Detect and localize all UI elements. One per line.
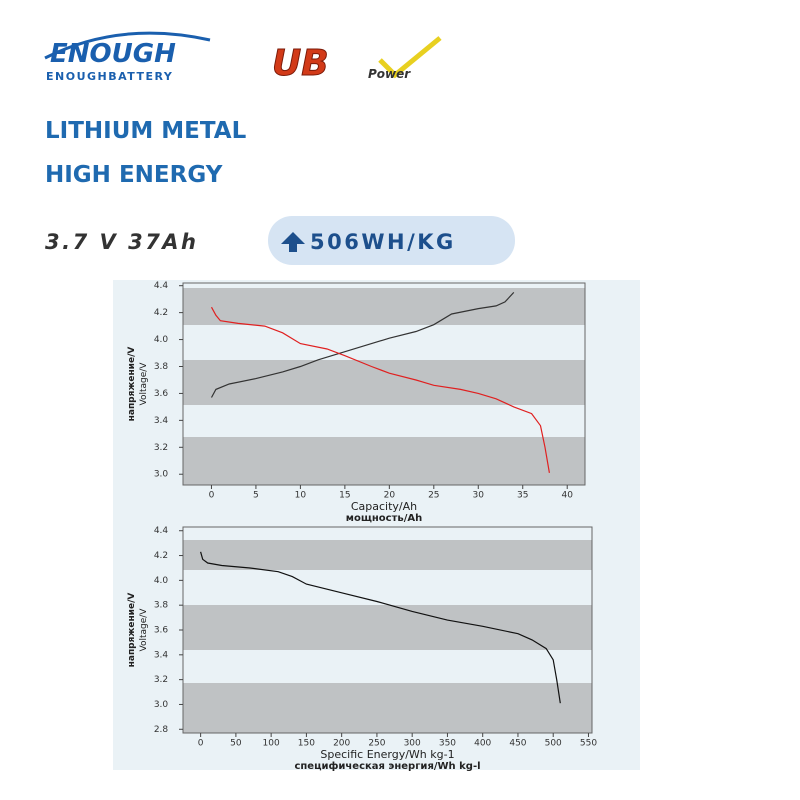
x-tick-label: 0 <box>209 491 215 501</box>
y-tick-label: 4.4 <box>154 526 169 536</box>
logo-sub: ENOUGHBATTERY <box>46 70 173 83</box>
x-tick-label: 350 <box>439 739 456 749</box>
badge-text: 506WH/KG <box>310 230 456 254</box>
x-tick-label: 40 <box>561 491 573 501</box>
plot-stripes <box>183 288 592 733</box>
y-tick-label: 4.0 <box>154 576 169 586</box>
x-tick-label: 450 <box>509 739 526 749</box>
logo-swoosh <box>44 31 211 60</box>
x-axis-label: Capacity/Ah <box>351 500 417 513</box>
y-tick-label: 3.6 <box>154 389 169 399</box>
data-line <box>210 291 515 398</box>
y-tick-label: 3.4 <box>154 650 169 660</box>
x-axis-label: мощность/Ah <box>346 513 422 524</box>
badge <box>268 216 515 265</box>
y-axis-label: Voltage/V <box>139 608 149 652</box>
x-tick-label: 30 <box>473 491 485 501</box>
x-tick-label: 0 <box>198 739 204 749</box>
x-tick-label: 20 <box>384 491 396 501</box>
y-tick-label: 3.6 <box>154 626 169 636</box>
x-tick-label: 200 <box>333 739 350 749</box>
x-axis-label: специфическая энергия/Wh kg-l <box>294 760 480 772</box>
y-tick-label: 3.2 <box>154 443 168 453</box>
plot-frame <box>182 282 586 486</box>
x-tick-label: 25 <box>428 491 439 501</box>
y-tick-label: 3.8 <box>154 601 169 611</box>
title: HIGH ENERGY <box>45 162 223 188</box>
y-tick-label: 3.2 <box>154 675 168 685</box>
data-line <box>200 551 561 704</box>
x-tick-label: 550 <box>580 739 597 749</box>
y-tick-label: 3.8 <box>154 362 169 372</box>
y-tick-label: 3.0 <box>154 470 169 480</box>
x-tick-label: 35 <box>517 491 528 501</box>
x-tick-label: 10 <box>295 491 307 501</box>
x-tick-label: 300 <box>404 739 421 749</box>
x-tick-label: 50 <box>230 739 242 749</box>
brand-check <box>378 36 442 79</box>
charts: 3.0 3.2 3.4 3.6 3.8 4.0 4.2 4.4 0 5 10 15 20 25 30 35 40… <box>127 281 597 772</box>
y-tick-label: 3.4 <box>154 416 169 426</box>
brand: UB <box>272 43 329 84</box>
x-tick-label: 250 <box>368 739 385 749</box>
y-tick-label: 2.8 <box>154 725 169 735</box>
y-axis-label: напряжение/V <box>127 593 137 668</box>
badge-arrow <box>281 232 305 252</box>
y-axis-label: напряжение/V <box>127 347 137 422</box>
x-axis-label: Specific Energy/Wh kg-1 <box>320 748 454 761</box>
logo: ENOUGH <box>50 39 176 69</box>
x-tick-label: 500 <box>545 739 562 749</box>
x-tick-label: 150 <box>298 739 315 749</box>
y-tick-label: 4.2 <box>154 551 168 561</box>
x-tick-label: 15 <box>339 491 350 501</box>
x-tick-label: 400 <box>474 739 491 749</box>
y-tick-label: 4.0 <box>154 335 169 345</box>
spec: 3.7 V 37Ah <box>45 230 199 254</box>
x-tick-label: 5 <box>253 491 259 501</box>
y-axis-label: Voltage/V <box>139 362 149 406</box>
y-tick-label: 4.2 <box>154 308 168 318</box>
data-line <box>210 306 550 474</box>
title: LITHIUM METAL <box>45 118 247 144</box>
brand-sub: Power <box>368 67 411 81</box>
y-tick-label: 4.4 <box>154 281 169 291</box>
y-tick-label: 3.0 <box>154 700 169 710</box>
x-tick-label: 100 <box>263 739 280 749</box>
